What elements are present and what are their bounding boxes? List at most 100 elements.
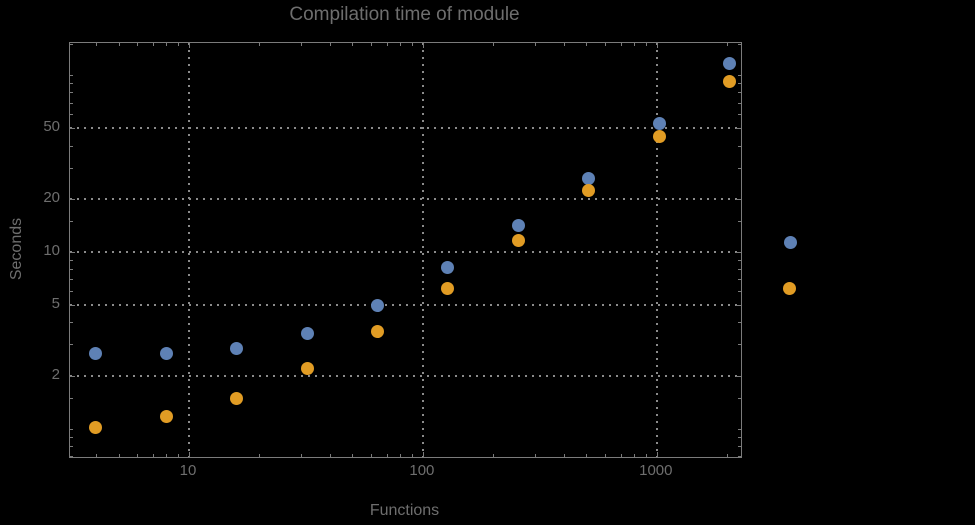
y-minor-tick [738,44,741,46]
x-minor-tick [178,43,180,46]
data-point-series-2-x128 [441,282,455,296]
x-minor-tick [95,454,97,457]
y-minor-tick [738,114,741,116]
x-minor-tick [620,454,622,457]
data-point-series-1-x2048 [723,57,737,71]
x-major-tick [422,43,424,48]
data-point-series-1-x32 [300,326,314,340]
x-minor-tick [493,454,495,457]
y-tick-label: 5 [51,295,60,313]
data-point-series-2-x2048 [723,74,737,88]
y-gridline [70,197,741,200]
x-minor-tick [646,454,648,457]
data-point-series-1-x512 [582,171,596,185]
y-minor-tick [70,260,73,262]
x-minor-tick [493,43,495,46]
y-minor-tick [738,92,741,94]
x-minor-tick [300,43,302,46]
y-minor-tick [738,428,741,430]
y-minor-tick [738,260,741,262]
x-minor-tick [178,454,180,457]
y-minor-tick [70,220,73,222]
x-axis-title: Functions [369,502,440,519]
x-minor-tick [634,43,636,46]
x-minor-tick [563,43,565,46]
y-minor-tick [70,75,73,77]
x-minor-tick [152,43,154,46]
legend-marker-series-1 [783,235,797,249]
y-minor-tick [70,269,73,271]
y-minor-tick [70,102,73,104]
x-minor-tick [329,454,331,457]
x-minor-tick [563,454,565,457]
x-gridline [187,43,190,457]
data-point-series-2-x32 [300,362,314,376]
y-minor-tick [70,445,73,447]
y-major-tick [70,128,75,130]
x-minor-tick [604,454,606,457]
y-minor-tick [70,397,73,399]
y-tick-label: 20 [43,188,60,206]
x-minor-tick [371,454,372,457]
x-minor-tick [534,454,536,457]
y-minor-tick [70,322,73,324]
x-minor-tick [152,454,154,457]
data-point-series-1-x256 [511,218,525,232]
x-major-tick [188,43,190,48]
data-point-series-2-x8 [159,410,173,424]
x-major-tick [656,43,658,48]
x-gridline [655,43,658,457]
data-point-series-1-x8 [159,346,173,360]
y-minor-tick [70,167,73,169]
y-minor-tick [738,456,741,458]
x-minor-tick [300,454,302,457]
y-minor-tick [738,269,741,271]
data-point-series-1-x128 [441,260,455,274]
x-major-tick [656,452,658,457]
x-tick-label: 100 [409,462,435,479]
y-major-tick [736,252,741,253]
x-minor-tick [727,43,729,46]
x-minor-tick [386,43,388,46]
y-tick-label: 10 [43,242,60,259]
x-minor-tick [118,454,120,457]
y-minor-tick [70,436,73,438]
y-minor-tick [738,145,741,147]
y-minor-tick [738,436,741,438]
data-point-series-1-x4 [89,346,103,360]
y-minor-tick [738,322,741,324]
x-minor-tick [604,43,606,46]
y-minor-tick [70,428,73,430]
y-major-tick [70,375,75,377]
x-minor-tick [166,454,168,457]
y-gridline [70,304,741,307]
y-minor-tick [738,279,741,281]
y-minor-tick [738,102,741,104]
x-minor-tick [412,454,414,457]
x-major-tick [422,452,424,457]
y-minor-tick [738,83,741,85]
y-major-tick [70,305,75,307]
data-point-series-1-x1024 [652,116,666,130]
x-tick-label: 1000 [639,462,673,479]
y-major-tick [70,252,75,253]
data-point-series-2-x512 [582,183,596,197]
x-minor-tick [412,43,414,46]
y-minor-tick [738,291,741,293]
y-minor-tick [70,145,73,147]
y-gridline [70,127,741,130]
x-minor-tick [371,43,372,46]
y-major-tick [736,128,741,130]
x-minor-tick [727,454,729,457]
x-tick-label: 10 [179,462,197,479]
x-minor-tick [118,43,120,46]
x-minor-tick [137,43,139,46]
y-minor-tick [70,114,73,116]
x-minor-tick [352,43,354,46]
y-minor-tick [738,167,741,169]
x-minor-tick [586,43,588,46]
x-major-tick [188,452,190,457]
y-major-tick [736,375,741,377]
x-minor-tick [352,454,354,457]
x-minor-tick [400,43,402,46]
